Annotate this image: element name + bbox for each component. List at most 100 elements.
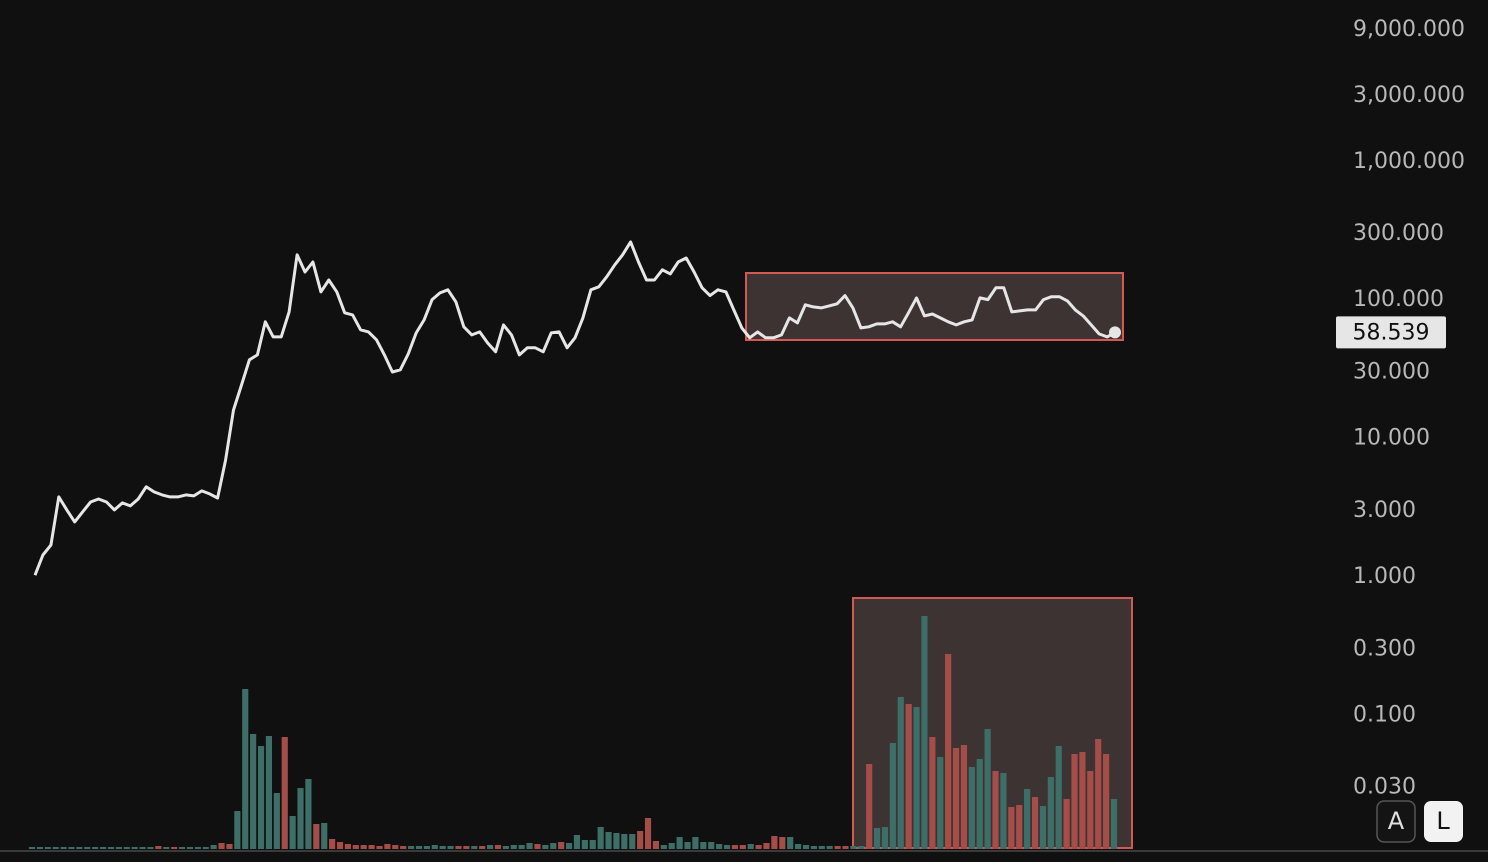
button-l[interactable]: L — [1424, 801, 1463, 842]
button-label[interactable]: A — [1388, 807, 1405, 835]
volume-bar — [289, 816, 296, 849]
button-bg[interactable] — [1424, 801, 1463, 842]
volume-bar — [455, 846, 462, 849]
volume-bar — [44, 847, 51, 849]
volume-bar — [28, 847, 36, 849]
volume-bar — [313, 824, 320, 849]
button-bg[interactable] — [1376, 800, 1416, 843]
volume-bar — [510, 845, 517, 849]
y-tick-label: 3.000 — [1353, 498, 1416, 523]
y-tick-label: 0.100 — [1353, 702, 1416, 727]
volume-bar — [400, 846, 407, 849]
volume-bar — [408, 846, 415, 849]
volume-bar — [621, 834, 628, 849]
volume-bar — [486, 845, 494, 849]
volume-bar — [60, 847, 67, 849]
volume-bar — [439, 846, 446, 849]
volume-bar — [502, 846, 509, 849]
volume-bar — [542, 845, 549, 849]
volume-bar — [463, 846, 470, 849]
volume-bar — [850, 846, 857, 849]
volume-bar — [447, 846, 454, 849]
volume-bar — [795, 844, 802, 849]
volume-bar — [700, 842, 707, 849]
button-a[interactable]: A — [1376, 800, 1416, 843]
volume-bar — [747, 844, 754, 849]
volume-bar — [960, 745, 968, 849]
volume-bar — [1079, 752, 1086, 849]
volume-bar — [550, 843, 557, 849]
volume-bar — [1039, 806, 1046, 849]
volume-bar — [826, 846, 833, 849]
volume-bar — [534, 844, 541, 849]
volume-bar — [297, 788, 304, 849]
y-tick-label: 1.000 — [1353, 564, 1416, 589]
volume-bar — [937, 757, 944, 849]
volume-bar — [329, 839, 336, 849]
volume-bar — [858, 846, 865, 849]
y-axis: 9,000.000 3,000.000 1,000.000 300.000 100.00… — [1353, 17, 1465, 800]
volume-pane — [28, 616, 1118, 849]
volume-bar — [305, 779, 312, 849]
volume-bar — [558, 842, 565, 849]
y-tick-label: 30.000 — [1353, 360, 1430, 385]
volume-bar — [123, 847, 130, 849]
volume-bar — [186, 847, 194, 849]
y-tick-label: 1,000.000 — [1353, 149, 1465, 174]
volume-bar — [344, 844, 351, 849]
volume-bar — [84, 847, 91, 849]
volume-bar — [755, 845, 762, 849]
volume-bar — [163, 847, 170, 849]
volume-bar — [1055, 746, 1062, 849]
volume-bar — [52, 847, 59, 849]
volume-bar — [336, 842, 344, 849]
volume-bar — [818, 846, 825, 849]
volume-bar — [897, 697, 904, 849]
volume-bar — [629, 834, 636, 849]
volume-bar — [613, 833, 620, 849]
volume-bar — [526, 843, 533, 849]
volume-bar — [1103, 754, 1110, 849]
volume-bar — [234, 811, 241, 849]
volume-bar — [637, 831, 644, 849]
y-tick-label: 0.030 — [1353, 775, 1416, 800]
price-line — [33, 240, 1116, 576]
volume-bar — [976, 759, 983, 849]
volume-bar — [1024, 789, 1031, 849]
volume-bar — [1063, 799, 1070, 849]
volume-bar — [218, 843, 225, 849]
volume-bar — [763, 843, 770, 849]
y-tick-label: 3,000.000 — [1353, 83, 1465, 108]
price-tag-label: 58.539 — [1353, 320, 1430, 345]
volume-bar — [171, 847, 178, 849]
volume-bar — [139, 847, 146, 849]
volume-bar — [605, 832, 612, 849]
volume-bar — [968, 767, 975, 849]
volume-bar — [92, 847, 99, 849]
volume-bar — [565, 843, 573, 849]
volume-bar — [881, 827, 889, 849]
button-label[interactable]: L — [1436, 807, 1450, 835]
volume-bar — [771, 836, 778, 849]
volume-bar — [992, 771, 999, 849]
price-tag — [1336, 316, 1446, 349]
volume-bar — [250, 734, 257, 849]
volume-bar — [131, 847, 138, 849]
volume-bar — [810, 846, 817, 849]
volume-bar — [423, 846, 430, 849]
volume-bar — [281, 737, 288, 849]
volume-bar — [471, 846, 478, 849]
volume-bar — [589, 840, 596, 849]
volume-bar — [668, 843, 675, 849]
volume-bar — [352, 845, 359, 849]
y-tick-label: 100.000 — [1353, 287, 1444, 312]
volume-bar — [115, 847, 122, 849]
volume-bar — [787, 837, 794, 849]
volume-bar — [952, 748, 960, 849]
volume-bar — [194, 847, 201, 849]
volume-bar — [242, 689, 249, 849]
last-point — [1109, 326, 1121, 339]
volume-bar — [1031, 797, 1039, 849]
